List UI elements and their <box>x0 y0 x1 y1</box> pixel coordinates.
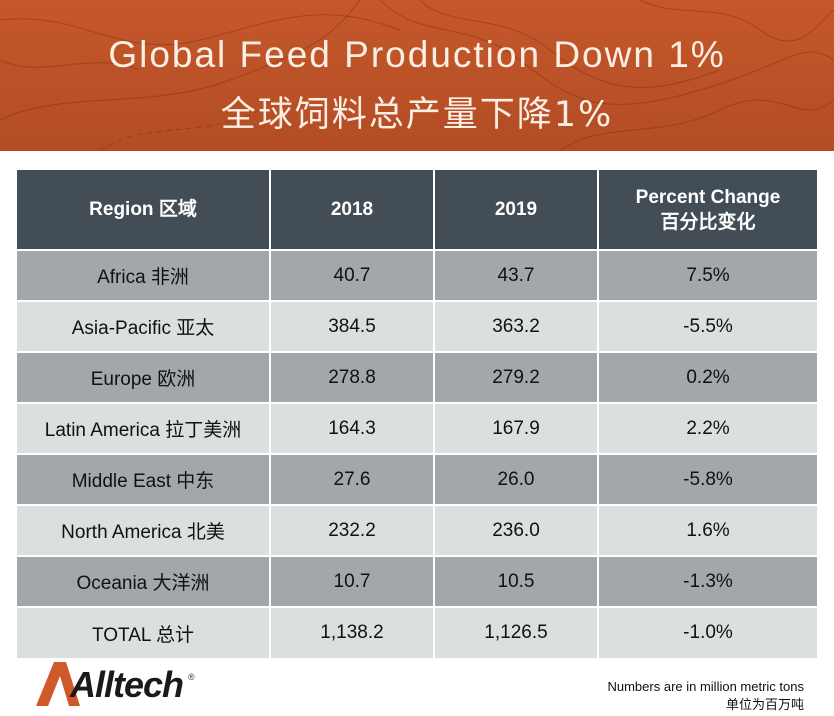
cell-percent-change: -1.0% <box>598 606 817 658</box>
units-note: Numbers are in million metric tons 单位为百万… <box>607 678 804 714</box>
table-row: TOTAL 总计 1,138.2 1,126.5 -1.0% <box>17 606 817 658</box>
units-note-zh: 单位为百万吨 <box>725 697 804 712</box>
table-row: Asia-Pacific 亚太 384.5 363.2 -5.5% <box>17 300 817 352</box>
cell-region: Middle East 中东 <box>17 453 271 505</box>
table-row: Africa 非洲 40.7 43.7 7.5% <box>17 249 817 301</box>
table-row: Latin America 拉丁美洲 164.3 167.9 2.2% <box>17 402 817 454</box>
registered-mark: ® <box>188 672 195 682</box>
cell-value-2018: 40.7 <box>270 249 435 301</box>
title-chinese: 全球饲料总产量下降1% <box>220 95 614 135</box>
column-header-percent-change: Percent Change 百分比变化 <box>598 170 817 250</box>
cell-value-2018: 27.6 <box>270 453 435 505</box>
alltech-logo-text: Alltech <box>70 664 184 705</box>
cell-region: Latin America 拉丁美洲 <box>17 402 271 454</box>
cell-value-2018: 10.7 <box>270 555 435 607</box>
cell-region: Asia-Pacific 亚太 <box>17 300 271 352</box>
cell-percent-change: 7.5% <box>598 249 817 301</box>
cell-region: Oceania 大洋洲 <box>17 555 271 607</box>
cell-value-2019: 236.0 <box>434 504 599 556</box>
cell-value-2018: 278.8 <box>270 351 435 403</box>
cell-value-2019: 26.0 <box>434 453 599 505</box>
header-line-en: Percent Change <box>635 186 781 208</box>
cell-value-2019: 363.2 <box>434 300 599 352</box>
title-banner: Global Feed Production Down 1% 全球饲料总产量下降… <box>0 0 834 151</box>
cell-value-2018: 1,138.2 <box>270 606 435 658</box>
feed-production-table: Region 区域 2018 2019 Percent Change 百分比变化… <box>17 170 817 658</box>
units-note-en: Numbers are in million metric tons <box>607 679 804 694</box>
cell-value-2019: 279.2 <box>434 351 599 403</box>
cell-percent-change: 1.6% <box>598 504 817 556</box>
column-header-region: Region 区域 <box>17 170 271 250</box>
cell-percent-change: -5.8% <box>598 453 817 505</box>
cell-percent-change: 2.2% <box>598 402 817 454</box>
cell-value-2018: 384.5 <box>270 300 435 352</box>
table-header-row: Region 区域 2018 2019 Percent Change 百分比变化 <box>17 170 817 250</box>
column-header-2019: 2019 <box>434 170 599 250</box>
cell-value-2019: 10.5 <box>434 555 599 607</box>
cell-value-2018: 164.3 <box>270 402 435 454</box>
topographic-pattern <box>0 0 834 151</box>
title-english: Global Feed Production Down 1% <box>108 34 726 75</box>
table-row: Middle East 中东 27.6 26.0 -5.8% <box>17 453 817 505</box>
cell-value-2018: 232.2 <box>270 504 435 556</box>
cell-region: Europe 欧洲 <box>17 351 271 403</box>
table-row: Europe 欧洲 278.8 279.2 0.2% <box>17 351 817 403</box>
cell-percent-change: -5.5% <box>598 300 817 352</box>
cell-percent-change: -1.3% <box>598 555 817 607</box>
header-line-zh: 百分比变化 <box>660 211 756 233</box>
cell-value-2019: 43.7 <box>434 249 599 301</box>
cell-region: North America 北美 <box>17 504 271 556</box>
cell-region: TOTAL 总计 <box>17 606 271 658</box>
cell-region: Africa 非洲 <box>17 249 271 301</box>
column-header-2018: 2018 <box>270 170 435 250</box>
table-row: North America 北美 232.2 236.0 1.6% <box>17 504 817 556</box>
table-row: Oceania 大洋洲 10.7 10.5 -1.3% <box>17 555 817 607</box>
alltech-logo-mark <box>36 662 80 706</box>
cell-percent-change: 0.2% <box>598 351 817 403</box>
cell-value-2019: 1,126.5 <box>434 606 599 658</box>
cell-value-2019: 167.9 <box>434 402 599 454</box>
